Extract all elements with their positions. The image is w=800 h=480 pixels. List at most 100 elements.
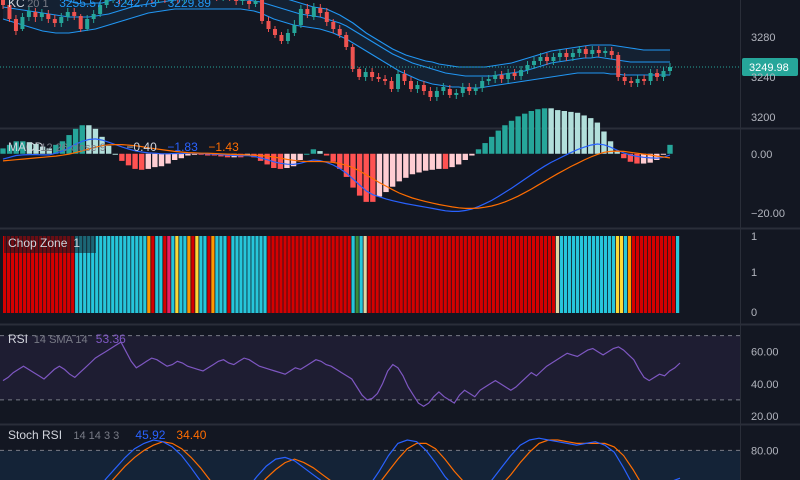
candle[interactable] xyxy=(402,70,407,85)
candle[interactable] xyxy=(260,0,265,24)
candle[interactable] xyxy=(629,77,634,87)
candle[interactable] xyxy=(493,71,498,83)
y-tick-label: 80.00 xyxy=(751,445,779,457)
candle[interactable] xyxy=(247,0,252,9)
candle[interactable] xyxy=(59,13,64,27)
candle[interactable] xyxy=(91,10,96,23)
macd-histogram-bar xyxy=(621,153,627,159)
candle[interactable] xyxy=(616,52,621,81)
candle[interactable] xyxy=(570,49,575,61)
candle[interactable] xyxy=(65,8,70,21)
candle[interactable] xyxy=(318,4,323,17)
candle[interactable] xyxy=(26,7,31,21)
candle[interactable] xyxy=(124,0,128,4)
candle[interactable] xyxy=(396,70,401,92)
candle[interactable] xyxy=(78,14,83,32)
candle[interactable] xyxy=(85,15,90,31)
candle[interactable] xyxy=(176,0,180,4)
candle[interactable] xyxy=(234,0,239,5)
candle[interactable] xyxy=(622,73,627,85)
candle[interactable] xyxy=(583,46,588,58)
candle[interactable] xyxy=(648,69,653,85)
candle[interactable] xyxy=(331,19,336,33)
candle[interactable] xyxy=(292,20,297,36)
candle[interactable] xyxy=(596,46,601,57)
candle[interactable] xyxy=(98,2,103,17)
candle[interactable] xyxy=(52,15,57,27)
candle[interactable] xyxy=(460,83,465,97)
candle[interactable] xyxy=(486,75,491,85)
candle[interactable] xyxy=(447,85,452,98)
candle[interactable] xyxy=(551,53,556,65)
candle[interactable] xyxy=(337,25,342,38)
candle[interactable] xyxy=(33,8,38,22)
candle[interactable] xyxy=(118,0,122,4)
candle[interactable] xyxy=(557,49,562,61)
candle[interactable] xyxy=(169,0,173,3)
candle[interactable] xyxy=(298,5,303,28)
candle[interactable] xyxy=(525,61,530,74)
candle[interactable] xyxy=(324,8,329,26)
candle[interactable] xyxy=(538,53,543,65)
candle[interactable] xyxy=(467,83,472,95)
candle[interactable] xyxy=(421,81,426,95)
candle[interactable] xyxy=(590,46,595,58)
candle[interactable] xyxy=(111,0,115,3)
chop-zone-bar xyxy=(631,236,636,313)
candle[interactable] xyxy=(285,29,290,44)
candle[interactable] xyxy=(279,32,284,44)
candle[interactable] xyxy=(240,0,245,5)
candle[interactable] xyxy=(46,10,51,23)
legend-params: 14 SMA 14 xyxy=(34,334,88,346)
candle[interactable] xyxy=(519,66,524,80)
candle[interactable] xyxy=(13,15,18,35)
candle[interactable] xyxy=(363,68,368,81)
candle[interactable] xyxy=(499,71,504,83)
candle[interactable] xyxy=(370,68,375,81)
candle[interactable] xyxy=(7,0,12,22)
candle[interactable] xyxy=(480,77,485,92)
candle[interactable] xyxy=(473,84,478,95)
candle[interactable] xyxy=(661,67,666,81)
candle[interactable] xyxy=(350,44,355,72)
candle[interactable] xyxy=(305,4,310,18)
candle[interactable] xyxy=(655,69,660,81)
candle[interactable] xyxy=(253,0,258,7)
candle-body xyxy=(13,19,18,31)
candle[interactable] xyxy=(512,69,517,80)
candle[interactable] xyxy=(266,17,271,32)
candle[interactable] xyxy=(434,87,439,101)
candle[interactable] xyxy=(408,77,413,92)
candle[interactable] xyxy=(104,0,109,8)
candle[interactable] xyxy=(668,63,672,75)
candle[interactable] xyxy=(376,73,381,82)
candle[interactable] xyxy=(544,53,549,65)
candle[interactable] xyxy=(635,75,640,87)
candle[interactable] xyxy=(603,47,608,57)
candle[interactable] xyxy=(577,46,582,57)
candle[interactable] xyxy=(272,26,277,38)
candle[interactable] xyxy=(454,89,459,99)
candle[interactable] xyxy=(415,81,420,93)
candle[interactable] xyxy=(156,0,160,3)
candle[interactable] xyxy=(1,0,5,9)
candle[interactable] xyxy=(389,77,394,92)
candle[interactable] xyxy=(357,67,362,80)
candle[interactable] xyxy=(20,13,25,31)
candle[interactable] xyxy=(642,75,647,85)
candle[interactable] xyxy=(383,75,388,85)
candle[interactable] xyxy=(564,49,569,61)
candle[interactable] xyxy=(441,83,446,95)
candle[interactable] xyxy=(39,9,44,21)
candle[interactable] xyxy=(311,3,316,20)
candle[interactable] xyxy=(72,8,77,20)
candle[interactable] xyxy=(428,87,433,101)
candle[interactable] xyxy=(609,47,614,59)
candle[interactable] xyxy=(182,0,186,4)
candle[interactable] xyxy=(163,0,167,3)
macd-histogram-bar xyxy=(482,143,488,154)
candle[interactable] xyxy=(506,69,511,83)
candle[interactable] xyxy=(344,32,349,50)
candle[interactable] xyxy=(150,0,154,3)
